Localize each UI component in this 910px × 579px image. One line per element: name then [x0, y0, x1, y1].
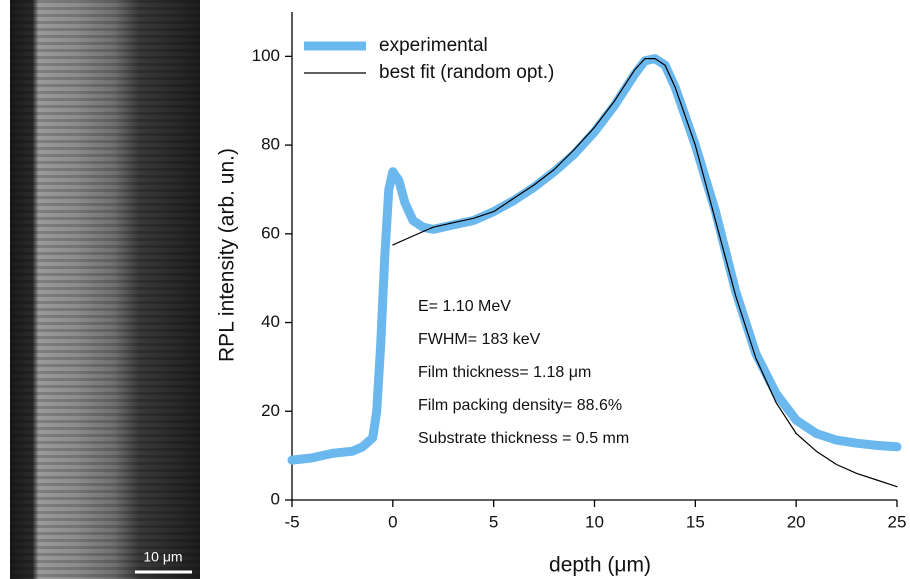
y-tick-label: 20	[261, 401, 280, 420]
x-tick-label: 20	[787, 512, 806, 531]
x-tick-label: 0	[388, 512, 397, 531]
x-tick-label: 15	[686, 512, 705, 531]
micrograph: 10 μm	[10, 0, 200, 579]
x-axis-title: depth (μm)	[549, 554, 651, 577]
y-tick-label: 40	[261, 312, 280, 331]
series-line	[392, 58, 898, 488]
legend-label: experimental	[379, 35, 488, 56]
y-tick-label: 60	[261, 223, 280, 242]
scale-bar-label: 10 μm	[143, 549, 182, 565]
annotation: Substrate thickness = 0.5 mm	[418, 430, 629, 447]
plot: depth (μm) RPL intensity (arb. un.) -5 0 5…	[216, 12, 907, 577]
y-tick-label: 80	[261, 135, 280, 154]
annotation: FWHM= 183 keV	[418, 331, 541, 348]
y-tick-label: 0	[271, 489, 280, 508]
annotation: Film thickness= 1.18 μm	[418, 364, 591, 381]
x-tick-label: 10	[585, 512, 604, 531]
y-tick-label: 100	[252, 46, 280, 65]
y-axis-title: RPL intensity (arb. un.)	[216, 148, 239, 362]
micrograph-texture	[10, 0, 200, 579]
legend-label: best fit (random opt.)	[379, 62, 554, 83]
x-tick-label: -5	[284, 512, 299, 531]
annotation: Film packing density= 88.6%	[418, 397, 622, 414]
x-tick-label: 25	[888, 512, 907, 531]
series-line	[287, 54, 902, 465]
x-tick-label: 5	[489, 512, 498, 531]
annotation: E= 1.10 MeV	[418, 298, 511, 315]
